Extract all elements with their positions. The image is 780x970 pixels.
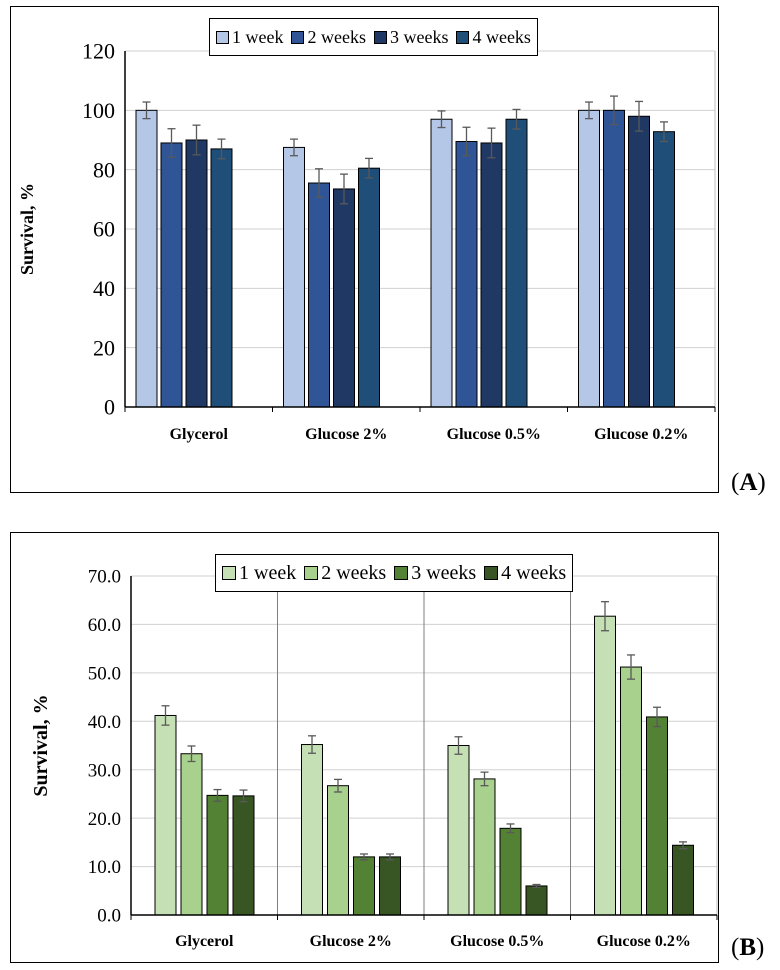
x-category-label: Glucose 2% (310, 933, 392, 950)
bar (628, 115, 650, 408)
y-tick-label: 40 (93, 276, 115, 301)
y-tick-label: 60 (93, 217, 115, 242)
x-category-label: Glucose 2% (305, 426, 387, 443)
bar (620, 666, 642, 916)
legend-label: 1 week (239, 561, 297, 584)
y-tick-label: 0 (104, 395, 115, 420)
legend-item: 2 weeks (291, 26, 366, 48)
bar (232, 795, 255, 916)
bar (455, 140, 478, 408)
bar (603, 109, 625, 408)
bar (653, 131, 675, 408)
bar (358, 167, 380, 408)
chart-b-svg: 0.0 10.0 20.0 30.0 40.0 50.0 60.0 70.0 Glycerol G… (30, 567, 718, 950)
legend-item: 4 weeks (484, 562, 566, 585)
legend-swatch (456, 30, 470, 44)
bar (327, 785, 349, 916)
y-tick-label: 60.0 (88, 615, 121, 636)
y-tick-label: 70.0 (88, 567, 121, 588)
chart-panel-b: 0.0 10.0 20.0 30.0 40.0 50.0 60.0 70.0 Glycerol G… (10, 532, 719, 963)
bar (206, 794, 229, 916)
chart-b-legend: 1 week 2 weeks 3 weeks 4 weeks (215, 554, 574, 592)
legend-label: 4 weeks (501, 561, 567, 584)
bar (430, 118, 453, 408)
bar (447, 745, 470, 916)
legend-label: 2 weeks (307, 26, 366, 47)
x-category-label: Glycerol (170, 426, 229, 443)
y-tick-label: 0.0 (97, 906, 121, 927)
chart-a-legend: 1 week 2 weeks 3 weeks 4 weeks (209, 18, 538, 56)
legend-label: 4 weeks (472, 26, 531, 47)
panel-label-a: (A) (731, 469, 766, 496)
legend-swatch (291, 30, 305, 44)
legend-swatch (394, 566, 409, 580)
bar (505, 118, 528, 408)
y-axis-label: Survival, % (17, 183, 37, 275)
bar (301, 744, 323, 916)
bar (473, 778, 496, 916)
bar (499, 827, 522, 916)
x-category-label: Glucose 0.5% (450, 933, 544, 950)
bar (185, 139, 208, 408)
bar (308, 182, 330, 408)
bar (480, 142, 503, 408)
bar (180, 753, 203, 916)
y-axis-label: Survival, % (30, 694, 52, 796)
y-tick-label: 20 (93, 335, 115, 360)
legend-item: 4 weeks (456, 26, 531, 48)
y-tick-label: 10.0 (88, 857, 121, 878)
x-category-label: Glycerol (175, 933, 234, 950)
legend-label: 3 weeks (411, 561, 477, 584)
legend-swatch (373, 30, 387, 44)
bar (283, 146, 305, 408)
x-category-label: Glucose 0.2% (597, 933, 691, 950)
y-tick-label: 40.0 (88, 712, 121, 733)
chart-panel-a: 0 20 40 60 80 100 120 Glycerol Glucose 2% Glucose… (10, 6, 719, 493)
bar (379, 856, 401, 916)
y-tick-label: 120 (82, 39, 115, 64)
legend-swatch (222, 566, 236, 580)
panel-label-b: (B) (731, 934, 765, 961)
bar (154, 714, 177, 916)
legend-item: 2 weeks (304, 562, 386, 585)
y-tick-label: 20.0 (88, 809, 121, 830)
legend-swatch (304, 566, 319, 580)
bar (672, 844, 694, 916)
bar (578, 109, 600, 408)
legend-item: 3 weeks (373, 26, 449, 48)
y-tick-label: 30.0 (88, 760, 121, 781)
x-category-label: Glucose 0.5% (447, 426, 541, 443)
legend-label: 1 week (232, 26, 284, 47)
x-category-label: Glucose 0.2% (594, 426, 688, 443)
bar (525, 885, 548, 916)
bar (333, 188, 355, 408)
y-tick-label: 100 (82, 98, 115, 123)
y-tick-label: 50.0 (88, 664, 121, 685)
bar (210, 148, 233, 408)
legend-swatch (484, 566, 499, 580)
chart-a-svg: 0 20 40 60 80 100 120 Glycerol Glucose 2% Glucose… (17, 39, 716, 443)
y-tick-label: 80 (93, 157, 115, 182)
bar (135, 109, 158, 408)
bar (353, 856, 375, 916)
legend-item: 3 weeks (394, 562, 476, 585)
legend-label: 3 weeks (389, 26, 449, 47)
legend-item: 1 week (216, 27, 283, 48)
bar (646, 716, 668, 916)
legend-swatch (216, 30, 229, 44)
legend-label: 2 weeks (321, 561, 387, 584)
bar (594, 615, 616, 916)
bar (160, 142, 183, 408)
legend-item: 1 week (222, 562, 296, 585)
